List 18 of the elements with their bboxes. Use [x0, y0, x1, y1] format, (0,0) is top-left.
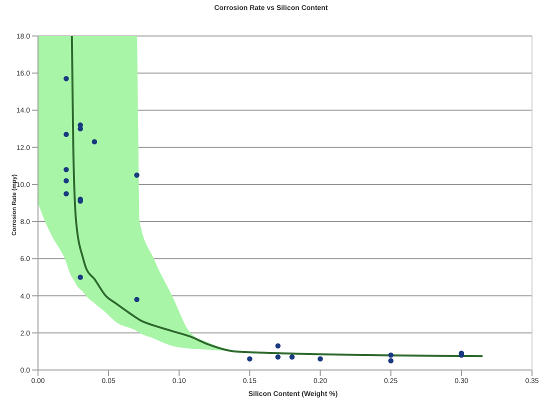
- point: [78, 126, 83, 132]
- point: [318, 356, 323, 362]
- point: [388, 352, 394, 358]
- point: [247, 356, 252, 362]
- point: [78, 274, 83, 280]
- point: [64, 132, 69, 137]
- point: [92, 139, 98, 144]
- point: [64, 76, 69, 82]
- point: [275, 343, 281, 349]
- point: [275, 354, 281, 360]
- point: [134, 172, 140, 178]
- line-series: [70, 36, 484, 358]
- point: [289, 354, 295, 360]
- point: [64, 166, 69, 172]
- point: [64, 191, 69, 196]
- point: [388, 358, 394, 364]
- point: [64, 178, 69, 184]
- point: [134, 296, 140, 302]
